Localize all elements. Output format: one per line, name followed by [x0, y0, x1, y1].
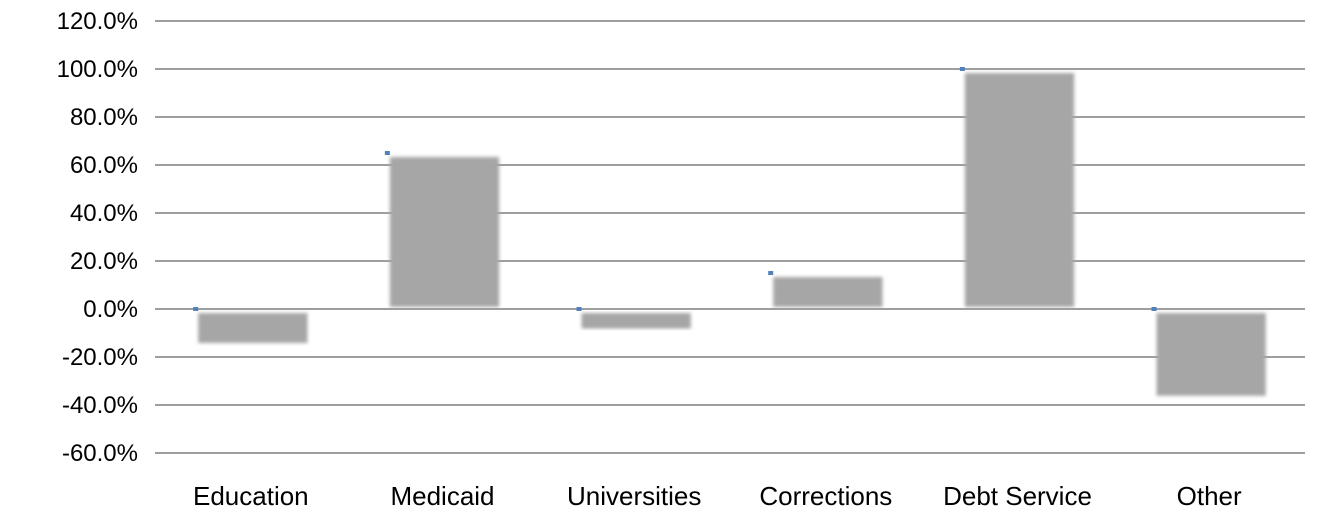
bar-other: [1156, 313, 1266, 396]
y-tick-label: 60.0%: [70, 152, 138, 179]
y-tick-label: 120.0%: [57, 8, 138, 35]
bar-education: [198, 313, 308, 343]
y-axis-tick-labels: 120.0% 100.0% 80.0% 60.0% 40.0% 20.0% 0.0% -20.…: [57, 8, 138, 467]
y-tick-label: -60.0%: [62, 440, 138, 467]
y-tick-label: -40.0%: [62, 392, 138, 419]
y-tick-label: 20.0%: [70, 248, 138, 275]
bar-universities: [581, 313, 691, 329]
y-tick-label: 0.0%: [83, 296, 138, 323]
bars: [198, 73, 1266, 396]
value-marker: [1151, 307, 1157, 311]
x-category-label: Medicaid: [390, 481, 494, 511]
value-marker: [959, 67, 965, 71]
y-tick-label: 100.0%: [57, 56, 138, 83]
value-marker: [384, 151, 390, 155]
x-axis-category-labels: Education Medicaid Universities Corrections…: [193, 481, 1242, 511]
bar-medicaid: [389, 157, 500, 307]
x-category-label: Other: [1177, 481, 1242, 511]
value-markers: [193, 67, 1157, 311]
value-marker: [193, 307, 199, 311]
value-marker: [576, 307, 582, 311]
gridlines: [155, 20, 1305, 454]
x-category-label: Universities: [567, 481, 701, 511]
x-category-label: Debt Service: [943, 481, 1092, 511]
bar-debt-service: [964, 73, 1075, 307]
x-category-label: Education: [193, 481, 309, 511]
x-category-label: Corrections: [759, 481, 892, 511]
y-tick-label: 40.0%: [70, 200, 138, 227]
bar-corrections: [773, 277, 883, 307]
value-marker: [768, 271, 774, 275]
y-tick-label: -20.0%: [62, 344, 138, 371]
y-tick-label: 80.0%: [70, 104, 138, 131]
